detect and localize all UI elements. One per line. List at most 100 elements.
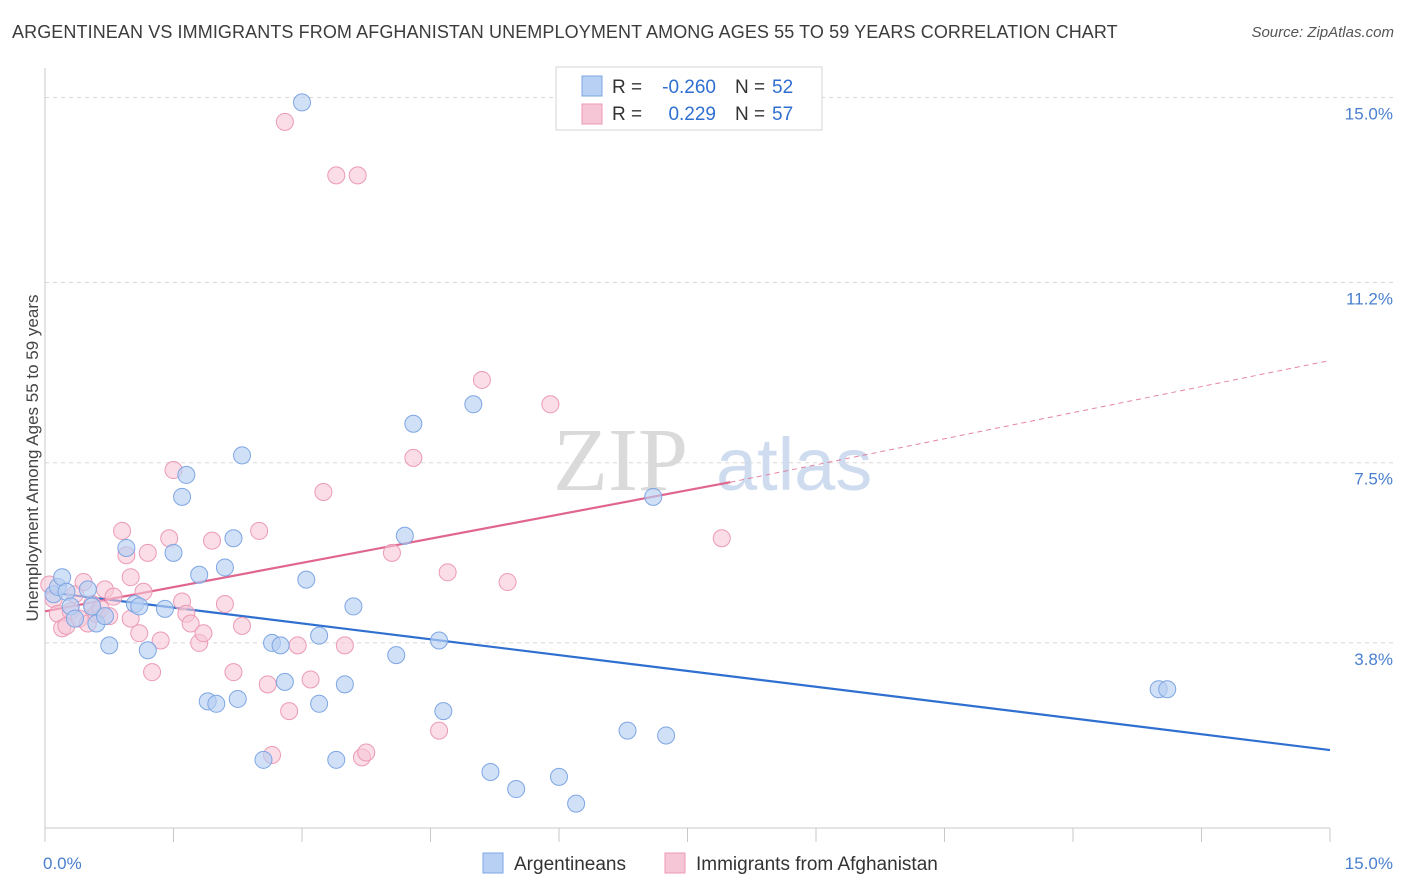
watermark-zip: ZIP [553, 411, 688, 510]
point-afghanistan-20 [138, 543, 157, 562]
point-argentineans-46 [567, 794, 586, 813]
point-argentineans-40 [430, 631, 449, 650]
point-afghanistan-50 [472, 370, 491, 389]
chart-title: ARGENTINEAN VS IMMIGRANTS FROM AFGHANIST… [12, 22, 1118, 42]
point-argentineans-30 [293, 93, 311, 112]
point-afghanistan-39 [301, 670, 320, 689]
watermark-atlas: atlas [716, 423, 872, 506]
point-argentineans-47 [618, 721, 637, 740]
x-tick-label-0: 0.0% [43, 854, 82, 873]
point-argentineans-36 [344, 597, 363, 616]
point-argentineans-22 [215, 558, 234, 577]
legend: R = -0.260 N = 52 R = 0.229 N = 57 [555, 66, 823, 131]
point-argentineans-51 [1158, 680, 1177, 699]
point-argentineans-21 [207, 694, 226, 713]
point-argentineans-9 [95, 607, 114, 626]
point-argentineans-37 [387, 646, 406, 665]
point-afghanistan-54 [275, 112, 294, 131]
point-afghanistan-17 [121, 568, 140, 587]
point-argentineans-39 [404, 414, 423, 433]
point-afghanistan-52 [541, 395, 560, 414]
point-afghanistan-15 [113, 521, 132, 540]
legend-r-value-1: -0.260 [662, 77, 716, 98]
point-afghanistan-42 [335, 636, 354, 655]
point-argentineans-49 [657, 726, 676, 745]
point-argentineans-26 [254, 750, 273, 769]
point-afghanistan-22 [151, 631, 170, 650]
point-afghanistan-35 [258, 675, 277, 694]
point-argentineans-15 [155, 599, 174, 618]
point-argentineans-6 [78, 580, 97, 599]
point-afghanistan-32 [224, 663, 243, 682]
point-argentineans-29 [275, 672, 294, 691]
point-afghanistan-37 [280, 702, 299, 721]
y-tick-label-3: 15.0% [1345, 104, 1393, 123]
point-argentineans-19 [190, 565, 209, 584]
legend-n-value-2: 57 [772, 104, 793, 125]
point-argentineans-33 [310, 626, 329, 645]
point-afghanistan-33 [233, 616, 252, 635]
y-axis-title: Unemployment Among Ages 55 to 59 years [23, 295, 42, 622]
point-afghanistan-14 [104, 587, 123, 606]
point-argentineans-24 [228, 689, 247, 708]
point-argentineans-13 [130, 597, 149, 616]
point-argentineans-38 [395, 526, 414, 545]
y-tick-label-1: 7.5% [1354, 470, 1393, 489]
point-argentineans-10 [100, 636, 119, 655]
axes [44, 68, 1331, 842]
y-tick-label-2: 11.2% [1346, 290, 1393, 309]
point-afghanistan-49 [438, 563, 457, 582]
bottom-legend-swatch-argentineans [482, 852, 504, 874]
point-afghanistan-21 [143, 663, 162, 682]
point-argentineans-28 [271, 636, 290, 655]
point-argentineans-18 [177, 465, 196, 484]
bottom-legend-label-afghanistan: Immigrants from Afghanistan [696, 854, 938, 875]
point-afghanistan-48 [430, 721, 449, 740]
point-afghanistan-29 [194, 624, 213, 643]
point-argentineans-31 [297, 570, 316, 589]
trend-line-afghanistan-extension [730, 359, 1331, 483]
point-argentineans-25 [233, 446, 252, 465]
legend-swatch-afghanistan [581, 103, 603, 125]
bottom-legend-label-argentineans: Argentineans [514, 854, 626, 875]
legend-n-label-2: N = [735, 104, 765, 125]
point-argentineans-34 [327, 750, 346, 769]
point-argentineans-41 [434, 702, 453, 721]
legend-r-label-2: R = [612, 104, 642, 125]
grid-lines [45, 96, 1395, 644]
watermark: ZIP atlas [553, 411, 872, 510]
point-argentineans-43 [481, 762, 500, 781]
data-points [40, 93, 1177, 813]
point-afghanistan-41 [327, 166, 346, 185]
point-argentineans-5 [65, 609, 84, 628]
trend-line-argentineans [44, 590, 1331, 752]
point-afghanistan-51 [498, 573, 517, 592]
legend-n-label-1: N = [735, 77, 765, 98]
y-tick-label-0: 3.8% [1354, 650, 1393, 669]
legend-r-value-2: 0.229 [668, 104, 716, 125]
point-argentineans-32 [310, 694, 329, 713]
legend-swatch-argentineans [581, 75, 603, 97]
point-argentineans-48 [644, 487, 663, 506]
point-argentineans-44 [507, 780, 526, 799]
legend-r-label-1: R = [612, 77, 642, 98]
point-afghanistan-31 [215, 594, 234, 613]
point-afghanistan-34 [250, 521, 269, 540]
point-afghanistan-53 [712, 529, 731, 548]
point-afghanistan-43 [348, 166, 367, 185]
point-argentineans-45 [550, 767, 568, 786]
point-argentineans-35 [335, 675, 354, 694]
x-tick-label-1: 15.0% [1345, 854, 1393, 873]
source-label: Source: ZipAtlas.com [1251, 24, 1394, 41]
point-afghanistan-38 [288, 636, 307, 655]
point-argentineans-7 [83, 597, 102, 616]
point-afghanistan-40 [314, 482, 333, 501]
point-afghanistan-18 [130, 624, 149, 643]
tick-labels: 3.8% 7.5% 11.2% 15.0% 0.0% 15.0% [43, 104, 1393, 873]
point-argentineans-16 [164, 543, 183, 562]
point-afghanistan-27 [181, 614, 200, 633]
point-afghanistan-45 [357, 743, 376, 762]
point-argentineans-17 [173, 487, 192, 506]
point-argentineans-23 [224, 529, 243, 548]
